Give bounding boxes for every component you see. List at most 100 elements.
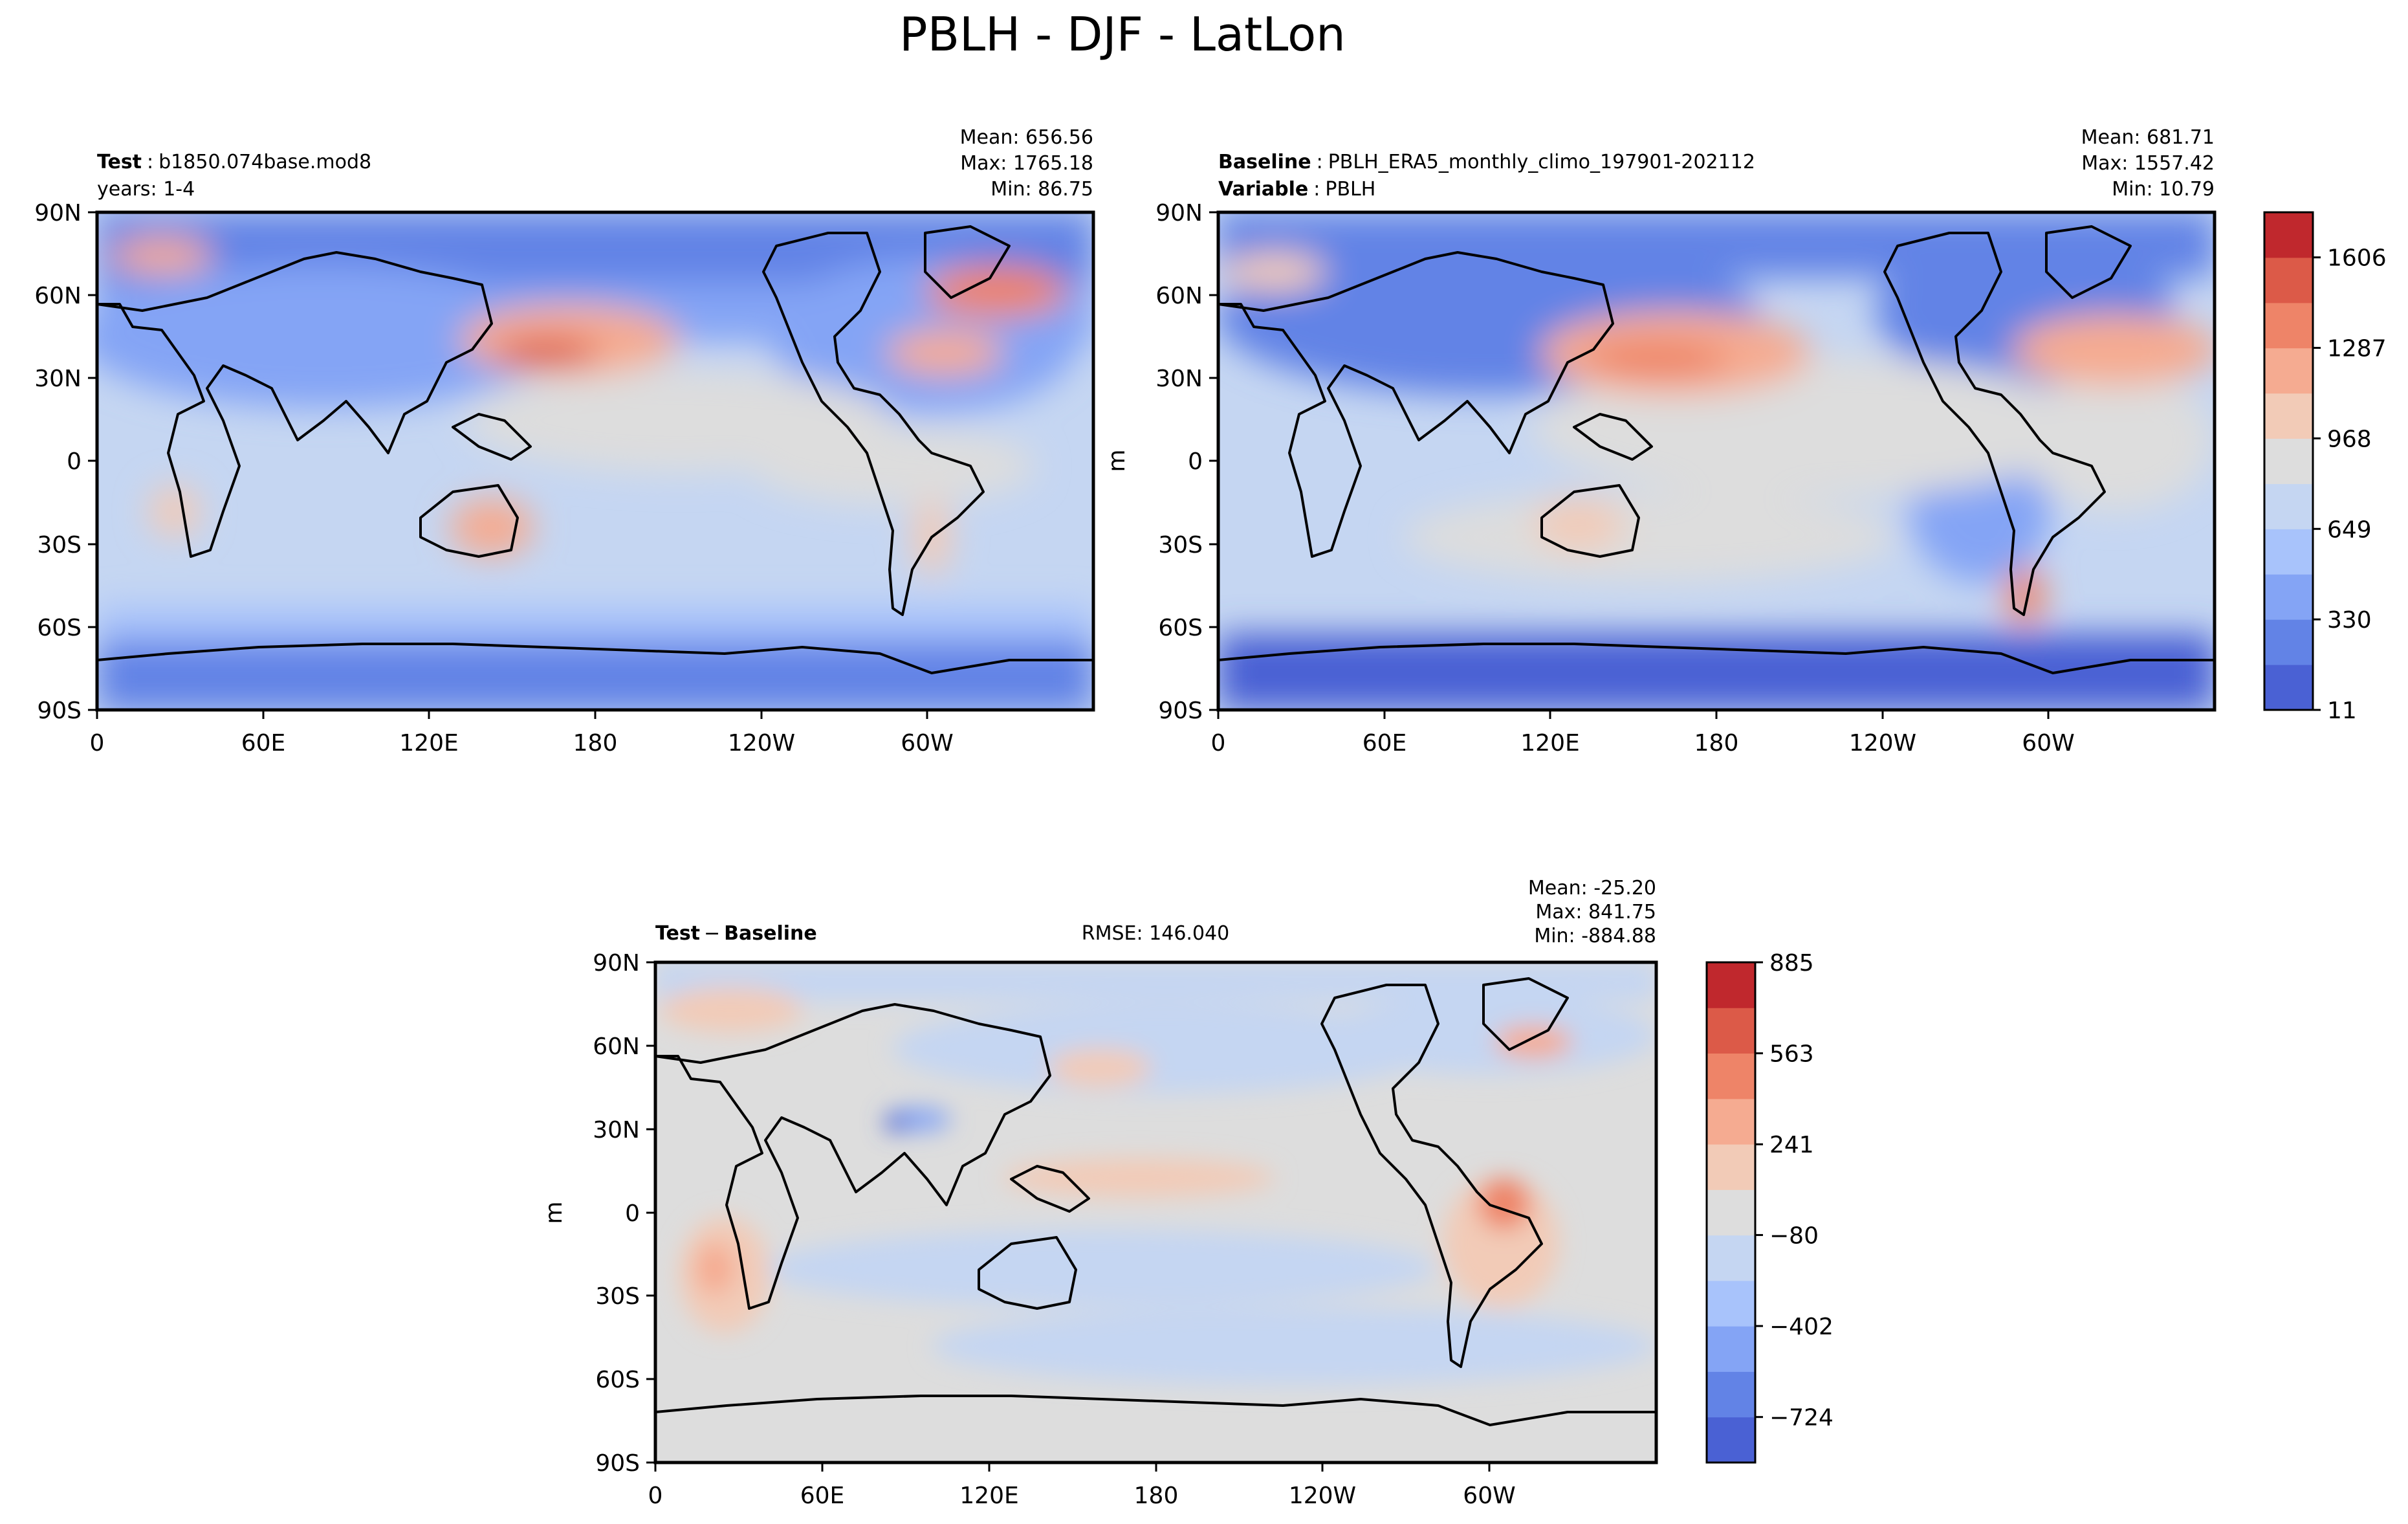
baseline-stat-mean: Mean: 681.71	[2081, 126, 2215, 149]
baseline-ytick-label: 90S	[1158, 698, 1203, 724]
test-xtick-label: 180	[573, 730, 618, 756]
test-coastlines	[97, 225, 1093, 674]
test-xtick-label: 120W	[728, 730, 795, 756]
test-xtick-label: 60E	[241, 730, 286, 756]
diff-xtick-label: 180	[1134, 1483, 1179, 1509]
baseline-colorbar-segment	[2264, 257, 2313, 304]
test-ytick-label: 60N	[34, 283, 82, 309]
baseline-variable-name: PBLH	[1325, 178, 1375, 201]
diff-colorbar-segment	[1707, 1280, 1755, 1327]
diff-colorbar-segment	[1707, 1235, 1755, 1281]
baseline-variable-label: Variable: PBLH	[1218, 178, 1375, 201]
diff-colorbar-tick-label: −724	[1769, 1405, 1833, 1431]
diff-colorbar-tick-label: 885	[1769, 950, 1814, 977]
diff-stat-min: Min: -884.88	[1534, 925, 1656, 947]
diff-ytick-label: 0	[625, 1200, 640, 1227]
diff-colorbar-segment	[1707, 1326, 1755, 1372]
baseline-xtick-label: 120E	[1520, 730, 1579, 756]
diff-ytick-label: 60S	[595, 1367, 640, 1393]
baseline-colorbar-segment	[2264, 574, 2313, 620]
baseline-colorbar-segment	[2264, 302, 2313, 349]
baseline-ytick-label: 60N	[1155, 283, 1203, 309]
test-ytick-label: 30N	[34, 366, 82, 392]
test-label-sep: :	[147, 151, 153, 173]
baseline-colorbar-segment	[2264, 619, 2313, 665]
test-xtick-label: 60W	[901, 730, 953, 756]
diff-ytick-label: 60N	[593, 1033, 640, 1060]
panel-diff: Test − Baseline RMSE: 146.040 Mean: -25.20…	[541, 877, 1833, 1509]
diff-colorbar-segment	[1707, 962, 1755, 1008]
baseline-colorbar-tick-label: 11	[2327, 698, 2357, 724]
colorbar-frame	[1705, 961, 1757, 1464]
test-ytick-label: 0	[67, 448, 82, 475]
baseline-coastlines	[1218, 225, 2215, 674]
diff-colorbar-segment	[1707, 1189, 1755, 1236]
diff-colorbar-segment	[1707, 1417, 1755, 1463]
baseline-colorbar-tick-label: 1287	[2327, 336, 2387, 362]
diff-xtick-label: 120W	[1289, 1483, 1356, 1509]
diff-colorbar-tick-label: 241	[1769, 1132, 1814, 1158]
colorbar-frame	[2263, 211, 2314, 711]
baseline-colorbar-segment	[2264, 529, 2313, 575]
diff-y-axis-title: m	[541, 1201, 567, 1224]
test-y-axis: 90N 60N 30N 0 30S 60S 90S	[34, 200, 97, 724]
baseline-colorbar-segment	[2264, 393, 2313, 439]
baseline-colorbar: 1606 1287 968 649 330 11	[2263, 211, 2387, 724]
panel-test: Test: b1850.074base.mod8 years: 1-4 Mean:…	[34, 126, 1095, 756]
diff-colorbar-segment	[1707, 1371, 1755, 1418]
baseline-colorbar-tick-label: 1606	[2327, 245, 2387, 272]
baseline-y-axis: 90N 60N 30N 0 30S 60S 90S m	[1104, 200, 1218, 724]
diff-coastlines	[655, 977, 1656, 1426]
test-xtick-label: 0	[90, 730, 105, 756]
test-label-bold: Test	[97, 151, 142, 173]
baseline-xtick-label: 120W	[1849, 730, 1916, 756]
colorbar-segments	[2264, 212, 2313, 711]
diff-colorbar: 885 563 241 −80 −402 −724	[1705, 950, 1833, 1464]
test-ytick-label: 60S	[37, 615, 82, 641]
figure-title: PBLH - DJF - LatLon	[899, 7, 1346, 61]
baseline-colorbar-segment	[2264, 665, 2313, 711]
baseline-ytick-label: 0	[1188, 448, 1203, 475]
baseline-xtick-label: 60W	[2022, 730, 2074, 756]
diff-xtick-label: 60W	[1463, 1483, 1515, 1509]
baseline-variable-sep: :	[1313, 178, 1320, 201]
test-field	[97, 212, 1093, 710]
baseline-ytick-label: 60S	[1158, 615, 1203, 641]
diff-rmse: RMSE: 146.040	[1082, 922, 1229, 945]
diff-xtick-label: 60E	[800, 1483, 845, 1509]
diff-ytick-label: 30N	[593, 1117, 640, 1143]
baseline-x-axis: 0 60E 120E 180 120W 60W	[1211, 710, 2075, 756]
diff-colorbar-tick-label: −80	[1769, 1222, 1819, 1249]
diff-xtick-label: 0	[648, 1483, 663, 1509]
diff-field	[655, 962, 1656, 1463]
diff-stat-mean: Mean: -25.20	[1528, 877, 1656, 900]
diff-colorbar-segment	[1707, 1053, 1755, 1099]
baseline-ytick-label: 30S	[1158, 532, 1203, 558]
test-x-axis: 0 60E 120E 180 120W 60W	[90, 710, 954, 756]
test-label: Test: b1850.074base.mod8	[97, 151, 371, 173]
panel-baseline: Baseline: PBLH_ERA5_monthly_climo_197901-…	[1104, 126, 2387, 756]
diff-colorbar-segment	[1707, 1144, 1755, 1190]
test-xtick-label: 120E	[399, 730, 458, 756]
baseline-colorbar-segment	[2264, 438, 2313, 484]
baseline-colorbar-segment	[2264, 212, 2313, 258]
colorbar-ticks: 1606 1287 968 649 330 11	[2313, 245, 2387, 724]
test-stat-max: Max: 1765.18	[960, 152, 1093, 175]
test-case-name: b1850.074base.mod8	[159, 151, 371, 173]
diff-label-test: Test	[655, 922, 700, 945]
test-stat-min: Min: 86.75	[991, 178, 1093, 201]
diff-xtick-label: 120E	[959, 1483, 1018, 1509]
diff-colorbar-segment	[1707, 1098, 1755, 1145]
baseline-field	[1218, 212, 2215, 710]
diff-ytick-label: 90N	[593, 950, 640, 977]
test-stat-mean: Mean: 656.56	[960, 126, 1093, 149]
baseline-colorbar-tick-label: 330	[2327, 607, 2372, 634]
diff-ytick-label: 90S	[595, 1450, 640, 1477]
baseline-xtick-label: 180	[1694, 730, 1739, 756]
baseline-xtick-label: 0	[1211, 730, 1226, 756]
baseline-ytick-label: 30N	[1155, 366, 1203, 392]
baseline-xtick-label: 60E	[1363, 730, 1407, 756]
baseline-label-sep: :	[1317, 151, 1323, 173]
baseline-stat-max: Max: 1557.42	[2081, 152, 2215, 175]
